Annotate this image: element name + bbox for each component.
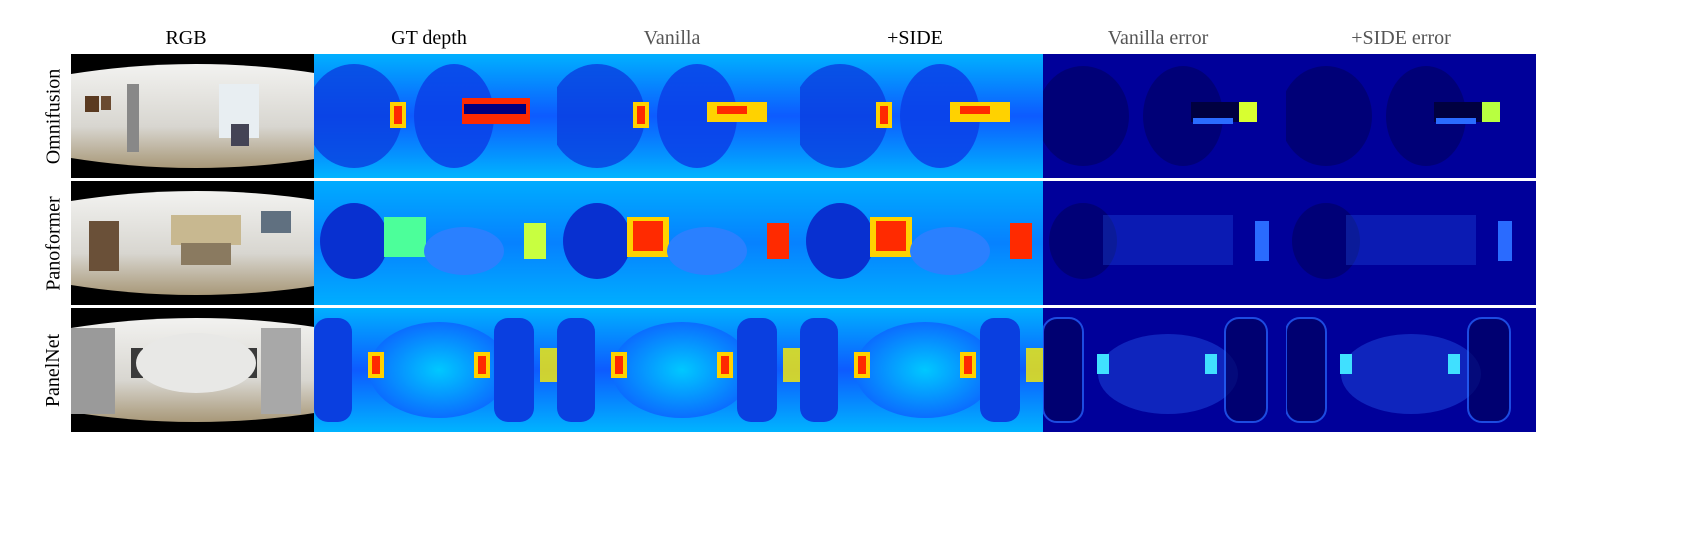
- row-header-panelnet: PanelNet: [42, 333, 65, 407]
- image-panoformer-vanilla: [557, 181, 807, 305]
- image-panelnet-gt-depth: [314, 308, 564, 432]
- image-panelnet-side-error: [1286, 308, 1536, 432]
- column-header-rgb: RGB: [165, 27, 207, 49]
- row-header-panoformer: Panoformer: [42, 195, 65, 291]
- column-header-side: +SIDE: [887, 27, 943, 49]
- column-header-side-error: +SIDE error: [1351, 27, 1451, 49]
- image-omnifusion-vanilla: [557, 54, 807, 178]
- column-header-gt-depth: GT depth: [391, 27, 467, 49]
- image-omnifusion-side-error: [1286, 54, 1536, 178]
- image-panoformer-side: [800, 181, 1050, 305]
- image-omnifusion-gt-depth: [314, 54, 564, 178]
- image-panoformer-rgb: [71, 181, 321, 305]
- image-omnifusion-rgb: [71, 54, 321, 178]
- image-panelnet-vanilla: [557, 308, 807, 432]
- image-panelnet-rgb: [71, 308, 321, 432]
- image-omnifusion-vanilla-error: [1043, 54, 1293, 178]
- image-panoformer-side-error: [1286, 181, 1536, 305]
- row-header-omnifusion: Omnifusion: [42, 68, 65, 164]
- image-panoformer-gt-depth: [314, 181, 564, 305]
- image-panelnet-side: [800, 308, 1050, 432]
- column-header-vanilla: Vanilla: [643, 27, 701, 49]
- image-omnifusion-side: [800, 54, 1050, 178]
- column-header-vanilla-error: Vanilla error: [1107, 27, 1209, 49]
- image-panoformer-vanilla-error: [1043, 181, 1293, 305]
- image-panelnet-vanilla-error: [1043, 308, 1293, 432]
